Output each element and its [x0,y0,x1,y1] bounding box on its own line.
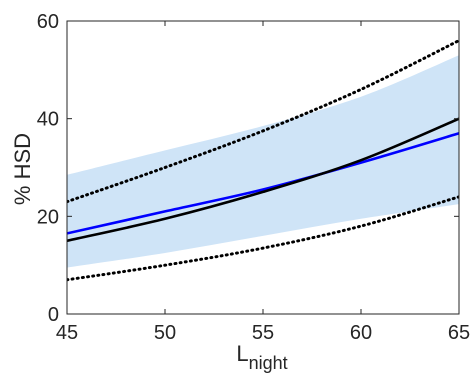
series-line-1 [67,132,459,235]
y-tick-label: 20 [37,206,59,228]
x-tick-label: 45 [56,322,78,344]
x-tick-label: 65 [448,322,470,344]
tick-labels: 45 50 55 60 65 0 20 40 60 [37,11,470,344]
axes [66,20,460,315]
plot-area [67,39,459,282]
series-line-2 [67,117,459,243]
series-line-3 [67,39,459,204]
plot-content [67,39,459,282]
y-axis-label: % HSD [10,133,35,205]
x-axis-label: Lnight [236,341,287,373]
confidence-band [67,55,459,268]
x-tick-label: 55 [252,322,274,344]
x-axis-label-subscript: night [249,353,288,373]
x-tick-label: 60 [350,322,372,344]
y-tick-label: 60 [37,11,59,33]
y-tick-label: 40 [37,109,59,131]
series-line-4 [67,195,459,282]
x-tick-label: 50 [154,322,176,344]
y-tick-label: 0 [48,304,59,326]
x-axis-label-main: L [236,341,248,366]
